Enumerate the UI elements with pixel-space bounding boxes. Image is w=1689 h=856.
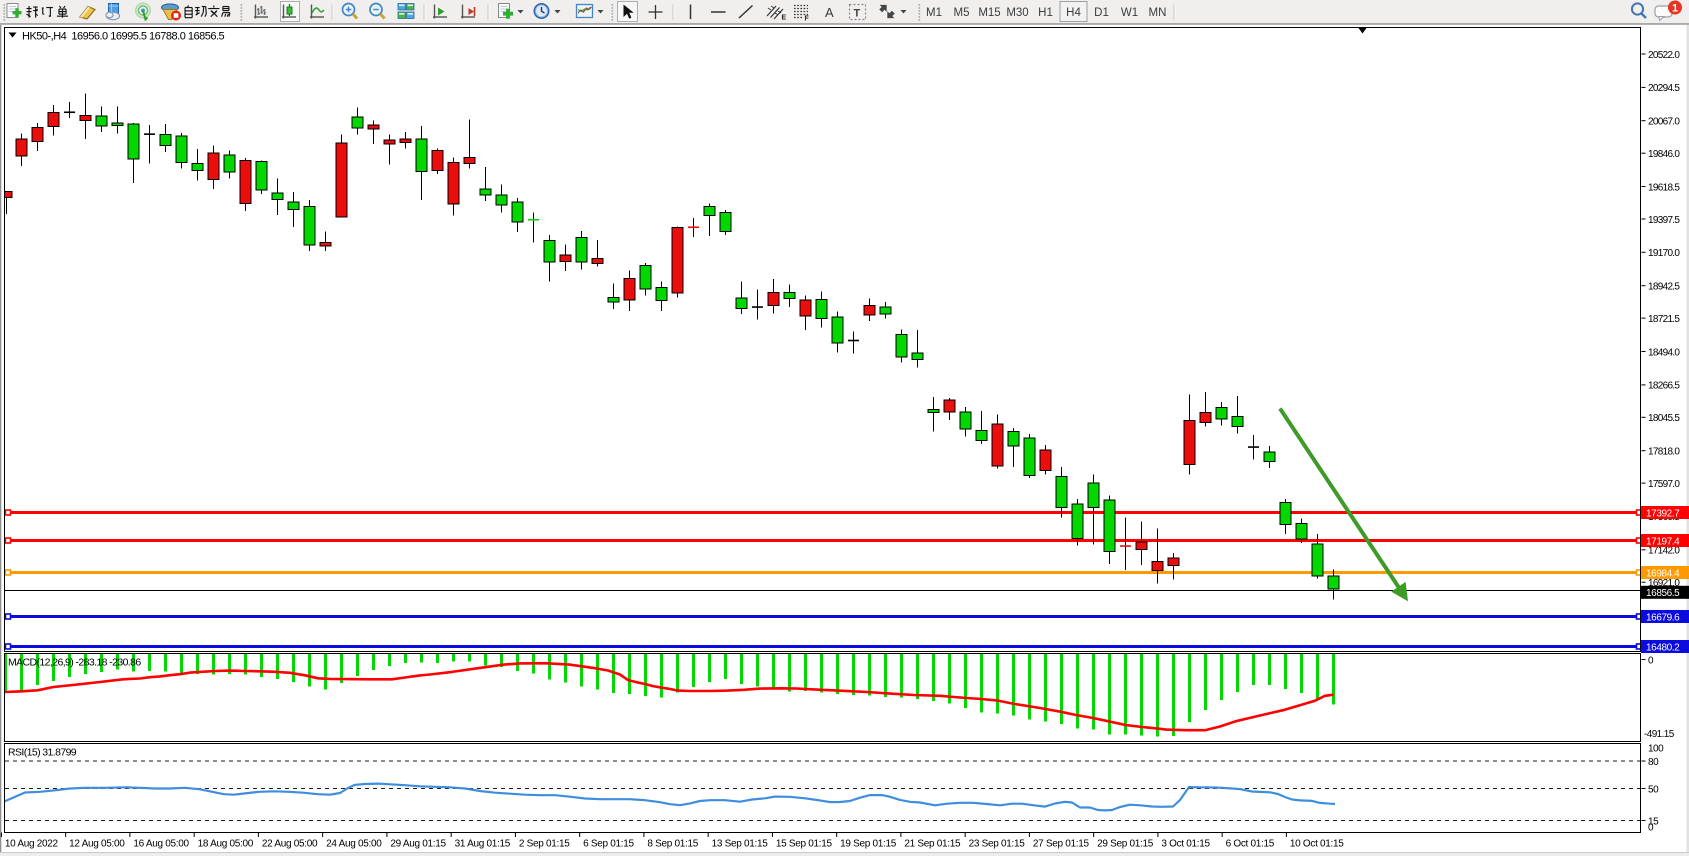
svg-text:H1: H1	[1038, 7, 1053, 19]
svg-text:27 Sep 01:15: 27 Sep 01:15	[1033, 839, 1090, 850]
svg-text:18942.5: 18942.5	[1648, 282, 1680, 293]
svg-text:19846.0: 19846.0	[1648, 149, 1680, 160]
svg-text:13 Sep 01:15: 13 Sep 01:15	[712, 839, 769, 850]
svg-text:10 Oct 01:15: 10 Oct 01:15	[1290, 839, 1344, 850]
svg-text:22 Aug 05:00: 22 Aug 05:00	[262, 839, 318, 850]
svg-text:21 Sep 01:15: 21 Sep 01:15	[904, 839, 961, 850]
svg-text:12 Aug 05:00: 12 Aug 05:00	[69, 839, 125, 850]
svg-text:19170.0: 19170.0	[1648, 248, 1680, 259]
svg-text:17197.4: 17197.4	[1646, 536, 1680, 547]
svg-text:17818.0: 17818.0	[1648, 447, 1680, 458]
svg-text:MACD(12,26,9) -283.18 -230.86: MACD(12,26,9) -283.18 -230.86	[8, 657, 141, 669]
svg-text:23 Sep 01:15: 23 Sep 01:15	[969, 839, 1026, 850]
svg-text:80: 80	[1648, 757, 1659, 768]
svg-text:M1: M1	[926, 7, 942, 19]
svg-text:18721.5: 18721.5	[1648, 314, 1680, 325]
svg-text:29 Sep 01:15: 29 Sep 01:15	[1097, 839, 1154, 850]
svg-text:20522.0: 20522.0	[1648, 50, 1680, 61]
svg-text:16679.6: 16679.6	[1646, 612, 1680, 623]
svg-text:0: 0	[1648, 655, 1654, 666]
svg-text:24 Aug 05:00: 24 Aug 05:00	[326, 839, 382, 850]
svg-text:16856.5: 16856.5	[1646, 588, 1680, 599]
svg-text:18494.0: 18494.0	[1648, 347, 1680, 358]
svg-text:T: T	[854, 8, 861, 20]
svg-text:18266.5: 18266.5	[1648, 381, 1680, 392]
svg-text:H4: H4	[1066, 7, 1081, 19]
svg-text:6 Sep 01:15: 6 Sep 01:15	[583, 839, 634, 850]
svg-text:HK50-,H4 16956.0 16995.5 1678: HK50-,H4 16956.0 16995.5 16788.0 16856.5	[22, 31, 225, 43]
svg-text:E: E	[782, 15, 787, 22]
svg-text:29 Aug 01:15: 29 Aug 01:15	[390, 839, 446, 850]
svg-text:W1: W1	[1121, 7, 1138, 19]
svg-text:16921.0: 16921.0	[1648, 578, 1680, 589]
svg-text:MN: MN	[1149, 7, 1167, 19]
svg-text:8 Sep 01:15: 8 Sep 01:15	[647, 839, 698, 850]
svg-text:2 Sep 01:15: 2 Sep 01:15	[519, 839, 570, 850]
svg-text:16 Aug 05:00: 16 Aug 05:00	[133, 839, 189, 850]
svg-text:1: 1	[1672, 3, 1678, 15]
svg-text:15 Sep 01:15: 15 Sep 01:15	[776, 839, 833, 850]
svg-text:50: 50	[1648, 784, 1659, 795]
svg-text:20294.5: 20294.5	[1648, 83, 1680, 94]
svg-text:16480.2: 16480.2	[1646, 642, 1680, 653]
svg-text:RSI(15) 31.8799: RSI(15) 31.8799	[8, 747, 77, 759]
svg-text:M30: M30	[1006, 7, 1028, 19]
svg-text:-491.15: -491.15	[1644, 729, 1675, 740]
svg-text:100: 100	[1648, 744, 1664, 755]
svg-text:F: F	[805, 16, 810, 23]
svg-text:18045.5: 18045.5	[1648, 413, 1680, 424]
svg-text:19397.5: 19397.5	[1648, 215, 1680, 226]
svg-text:19 Sep 01:15: 19 Sep 01:15	[840, 839, 897, 850]
svg-text:M5: M5	[954, 7, 970, 19]
svg-text:0: 0	[1648, 823, 1654, 834]
svg-text:A: A	[825, 5, 834, 20]
svg-text:20067.0: 20067.0	[1648, 117, 1680, 128]
svg-text:17597.0: 17597.0	[1648, 479, 1680, 490]
svg-text:3 Oct 01:15: 3 Oct 01:15	[1161, 839, 1210, 850]
svg-text:18 Aug 05:00: 18 Aug 05:00	[198, 839, 254, 850]
svg-text:17142.0: 17142.0	[1648, 546, 1680, 557]
svg-text:19618.5: 19618.5	[1648, 182, 1680, 193]
svg-text:31 Aug 01:15: 31 Aug 01:15	[455, 839, 511, 850]
svg-text:10 Aug 2022: 10 Aug 2022	[5, 839, 59, 850]
svg-text:17392.7: 17392.7	[1646, 508, 1680, 519]
svg-text:D1: D1	[1094, 7, 1109, 19]
svg-text:16984.4: 16984.4	[1646, 568, 1680, 579]
svg-text:M15: M15	[978, 7, 1000, 19]
svg-text:15: 15	[1648, 816, 1659, 827]
svg-text:6 Oct 01:15: 6 Oct 01:15	[1226, 839, 1275, 850]
